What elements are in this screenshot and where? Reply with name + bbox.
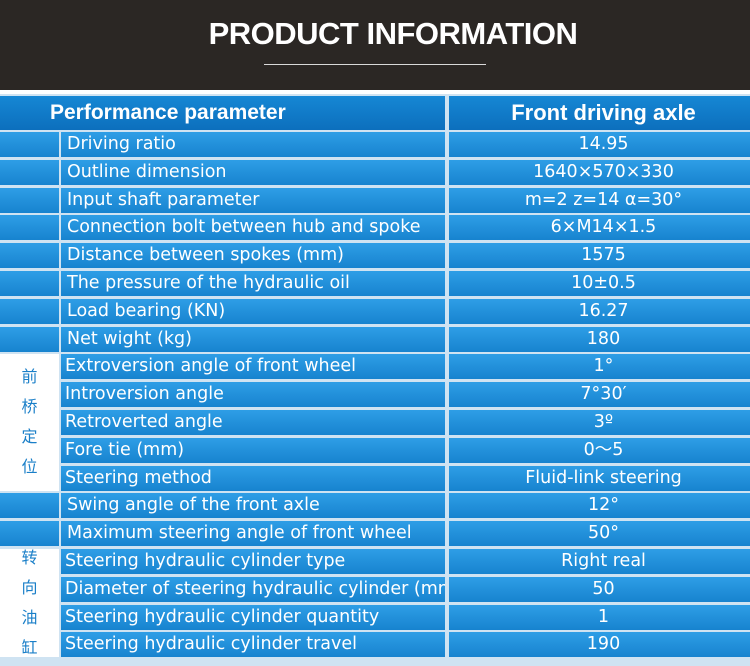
- spec-table: Performance parameter Front driving axle…: [0, 94, 750, 666]
- param-cell: Outline dimension: [61, 159, 445, 185]
- param-cell: Fore tie (mm): [61, 437, 445, 463]
- row-stub: [0, 243, 59, 269]
- group-char: 前: [21, 367, 38, 387]
- param-cell: Steering hydraulic cylinder type: [61, 549, 445, 574]
- value-cell: 180: [449, 326, 750, 352]
- row-stub: [0, 215, 59, 241]
- value-cell: 1°: [449, 354, 750, 380]
- param-cell: Swing angle of the front axle: [61, 493, 445, 519]
- column-header-value: Front driving axle: [449, 96, 750, 130]
- page-title: PRODUCT INFORMATION: [208, 16, 578, 51]
- value-cell: 6×M14×1.5: [449, 215, 750, 241]
- param-cell: Load bearing (KN): [61, 298, 445, 324]
- value-cell: m=2 z=14 α=30°: [449, 187, 750, 213]
- param-cell: Diameter of steering hydraulic cylinder …: [61, 576, 445, 602]
- param-cell: Distance between spokes (mm): [61, 243, 445, 269]
- row-stub: [0, 326, 59, 352]
- value-cell: 1640×570×330: [449, 159, 750, 185]
- group-char: 转: [21, 549, 38, 568]
- value-cell: 50°: [449, 521, 750, 547]
- group-label: 转向油缸: [0, 549, 59, 658]
- param-cell: The pressure of the hydraulic oil: [61, 271, 445, 296]
- group-char: 位: [21, 457, 38, 477]
- row-stub: [0, 298, 59, 324]
- param-cell: Introversion angle: [61, 382, 445, 408]
- param-cell: Retroverted angle: [61, 410, 445, 435]
- param-cell: Extroversion angle of front wheel: [61, 354, 445, 380]
- value-cell: 10±0.5: [449, 271, 750, 296]
- row-stub: [0, 187, 59, 213]
- column-header-param: Performance parameter: [0, 96, 445, 130]
- param-cell: Steering hydraulic cylinder quantity: [61, 604, 445, 630]
- group-char: 定: [21, 427, 38, 447]
- group-char: 桥: [21, 397, 38, 417]
- row-stub: [0, 521, 59, 547]
- group-char: 向: [21, 578, 38, 598]
- value-cell: 1575: [449, 243, 750, 269]
- value-cell: 190: [449, 632, 750, 658]
- value-cell: Right real: [449, 549, 750, 574]
- value-cell: 3º: [449, 410, 750, 435]
- param-cell: Steering method: [61, 465, 445, 491]
- param-cell: Input shaft parameter: [61, 187, 445, 213]
- value-cell: 0～5: [449, 437, 750, 463]
- row-stub: [0, 271, 59, 296]
- row-stub: [0, 132, 59, 157]
- param-cell: Steering hydraulic cylinder travel: [61, 632, 445, 658]
- param-cell: Connection bolt between hub and spoke: [61, 215, 445, 241]
- value-cell: Fluid-link steering: [449, 465, 750, 491]
- param-cell: Driving ratio: [61, 132, 445, 157]
- row-stub: [0, 159, 59, 185]
- title-underline: [264, 64, 486, 65]
- value-cell: 1: [449, 604, 750, 630]
- value-cell: 12°: [449, 493, 750, 519]
- group-char: 缸: [21, 638, 38, 658]
- value-cell: 7°30′: [449, 382, 750, 408]
- value-cell: 16.27: [449, 298, 750, 324]
- value-cell: 50: [449, 576, 750, 602]
- param-cell: Net wight (kg): [61, 326, 445, 352]
- group-char: 油: [21, 608, 38, 628]
- row-stub: [0, 493, 59, 519]
- group-label: 前桥定位: [0, 354, 59, 491]
- value-cell: 14.95: [449, 132, 750, 157]
- header-banner: PRODUCT INFORMATION: [0, 0, 750, 90]
- param-cell: Maximum steering angle of front wheel: [61, 521, 445, 547]
